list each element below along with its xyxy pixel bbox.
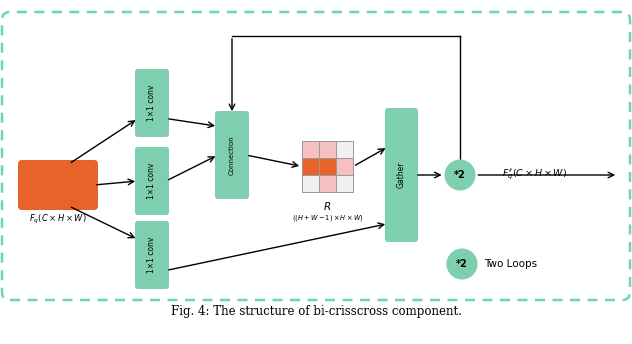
FancyBboxPatch shape [18,160,98,210]
Text: Fig. 4: The structure of bi-crisscross component.: Fig. 4: The structure of bi-crisscross c… [171,305,461,319]
FancyBboxPatch shape [135,221,169,289]
FancyBboxPatch shape [135,147,169,215]
Text: Two Loops: Two Loops [484,259,537,269]
Circle shape [446,248,478,279]
Text: 1×1 conv: 1×1 conv [147,237,157,273]
FancyBboxPatch shape [385,108,418,242]
Bar [336,175,353,192]
Bar [336,141,353,158]
Text: $R$: $R$ [324,200,332,212]
FancyBboxPatch shape [135,69,169,137]
Text: $((H+W-1)\times H\times W)$: $((H+W-1)\times H\times W)$ [292,213,363,223]
Text: Connection: Connection [229,135,235,175]
Bar [302,141,319,158]
Bar [319,141,336,158]
Text: 1×1 conv: 1×1 conv [147,163,157,199]
Text: 1×1 conv: 1×1 conv [147,85,157,121]
Bar [319,175,336,192]
Text: $F_q(C \times H \times W)$: $F_q(C \times H \times W)$ [29,213,87,226]
Text: Gather: Gather [397,162,406,188]
Bar [336,158,353,175]
FancyBboxPatch shape [215,111,249,199]
Bar [302,175,319,192]
Text: $F_q^{\prime\prime}(C \times H \times W)$: $F_q^{\prime\prime}(C \times H \times W)… [502,168,567,182]
Bar [319,158,336,175]
Circle shape [444,160,475,191]
Text: *2: *2 [456,259,468,269]
Bar [302,158,319,175]
Text: *2: *2 [454,170,466,180]
